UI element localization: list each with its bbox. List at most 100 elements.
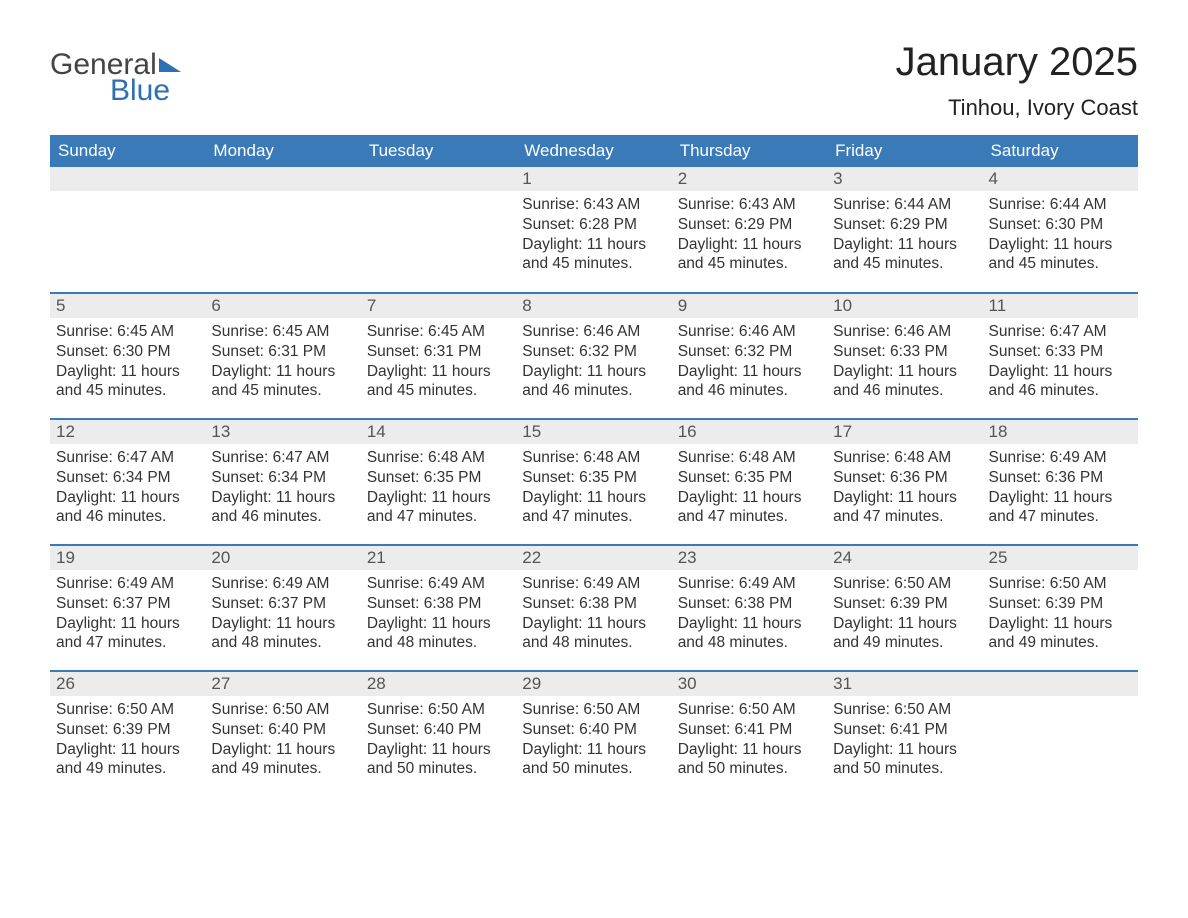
sunset-line: Sunset: 6:37 PM — [56, 594, 199, 614]
daylight-line: Daylight: 11 hours and 49 minutes. — [989, 614, 1132, 654]
daylight-line: Daylight: 11 hours and 47 minutes. — [989, 488, 1132, 528]
calendar-week: 1Sunrise: 6:43 AMSunset: 6:28 PMDaylight… — [50, 167, 1138, 293]
day-body: Sunrise: 6:50 AMSunset: 6:40 PMDaylight:… — [205, 696, 360, 789]
calendar-cell: 26Sunrise: 6:50 AMSunset: 6:39 PMDayligh… — [50, 671, 205, 797]
day-body: Sunrise: 6:50 AMSunset: 6:40 PMDaylight:… — [516, 696, 671, 789]
day-body: Sunrise: 6:49 AMSunset: 6:38 PMDaylight:… — [361, 570, 516, 663]
calendar-cell: 3Sunrise: 6:44 AMSunset: 6:29 PMDaylight… — [827, 167, 982, 293]
header: General Blue January 2025 Tinhou, Ivory … — [50, 40, 1138, 121]
sunrise-line: Sunrise: 6:49 AM — [367, 574, 510, 594]
calendar-cell: 20Sunrise: 6:49 AMSunset: 6:37 PMDayligh… — [205, 545, 360, 671]
weekday-header: Sunday — [50, 135, 205, 167]
day-body: Sunrise: 6:49 AMSunset: 6:36 PMDaylight:… — [983, 444, 1138, 537]
sunrise-line: Sunrise: 6:48 AM — [678, 448, 821, 468]
logo-flag-icon — [159, 58, 181, 72]
day-number: 28 — [361, 672, 516, 696]
calendar-cell: 8Sunrise: 6:46 AMSunset: 6:32 PMDaylight… — [516, 293, 671, 419]
sunrise-line: Sunrise: 6:49 AM — [56, 574, 199, 594]
day-number: 8 — [516, 294, 671, 318]
day-number: 3 — [827, 167, 982, 191]
logo: General Blue — [50, 40, 181, 106]
daylight-line: Daylight: 11 hours and 48 minutes. — [678, 614, 821, 654]
sunset-line: Sunset: 6:32 PM — [678, 342, 821, 362]
weekday-header: Monday — [205, 135, 360, 167]
day-number: 24 — [827, 546, 982, 570]
day-body: Sunrise: 6:46 AMSunset: 6:32 PMDaylight:… — [516, 318, 671, 411]
calendar-cell: 19Sunrise: 6:49 AMSunset: 6:37 PMDayligh… — [50, 545, 205, 671]
calendar-cell: 31Sunrise: 6:50 AMSunset: 6:41 PMDayligh… — [827, 671, 982, 797]
calendar-week: 12Sunrise: 6:47 AMSunset: 6:34 PMDayligh… — [50, 419, 1138, 545]
sunrise-line: Sunrise: 6:50 AM — [56, 700, 199, 720]
day-number: 18 — [983, 420, 1138, 444]
daylight-line: Daylight: 11 hours and 45 minutes. — [678, 235, 821, 275]
daylight-line: Daylight: 11 hours and 46 minutes. — [833, 362, 976, 402]
daylight-line: Daylight: 11 hours and 46 minutes. — [989, 362, 1132, 402]
sunrise-line: Sunrise: 6:47 AM — [211, 448, 354, 468]
sunset-line: Sunset: 6:40 PM — [367, 720, 510, 740]
day-number: 10 — [827, 294, 982, 318]
day-body — [50, 191, 205, 205]
calendar-cell: 18Sunrise: 6:49 AMSunset: 6:36 PMDayligh… — [983, 419, 1138, 545]
sunrise-line: Sunrise: 6:47 AM — [56, 448, 199, 468]
daylight-line: Daylight: 11 hours and 47 minutes. — [367, 488, 510, 528]
calendar-cell — [205, 167, 360, 293]
calendar-cell: 30Sunrise: 6:50 AMSunset: 6:41 PMDayligh… — [672, 671, 827, 797]
sunrise-line: Sunrise: 6:50 AM — [833, 574, 976, 594]
day-body: Sunrise: 6:45 AMSunset: 6:31 PMDaylight:… — [361, 318, 516, 411]
day-body: Sunrise: 6:44 AMSunset: 6:30 PMDaylight:… — [983, 191, 1138, 284]
day-body: Sunrise: 6:48 AMSunset: 6:35 PMDaylight:… — [361, 444, 516, 537]
daylight-line: Daylight: 11 hours and 47 minutes. — [833, 488, 976, 528]
sunset-line: Sunset: 6:37 PM — [211, 594, 354, 614]
sunset-line: Sunset: 6:39 PM — [56, 720, 199, 740]
calendar-cell: 17Sunrise: 6:48 AMSunset: 6:36 PMDayligh… — [827, 419, 982, 545]
calendar-cell: 23Sunrise: 6:49 AMSunset: 6:38 PMDayligh… — [672, 545, 827, 671]
day-number: 11 — [983, 294, 1138, 318]
weekday-header: Friday — [827, 135, 982, 167]
day-number: 20 — [205, 546, 360, 570]
calendar-cell: 16Sunrise: 6:48 AMSunset: 6:35 PMDayligh… — [672, 419, 827, 545]
sunrise-line: Sunrise: 6:50 AM — [989, 574, 1132, 594]
day-body: Sunrise: 6:46 AMSunset: 6:33 PMDaylight:… — [827, 318, 982, 411]
day-number: 22 — [516, 546, 671, 570]
calendar-cell: 2Sunrise: 6:43 AMSunset: 6:29 PMDaylight… — [672, 167, 827, 293]
calendar-cell: 4Sunrise: 6:44 AMSunset: 6:30 PMDaylight… — [983, 167, 1138, 293]
day-body: Sunrise: 6:50 AMSunset: 6:40 PMDaylight:… — [361, 696, 516, 789]
sunrise-line: Sunrise: 6:49 AM — [522, 574, 665, 594]
daylight-line: Daylight: 11 hours and 50 minutes. — [522, 740, 665, 780]
sunset-line: Sunset: 6:30 PM — [56, 342, 199, 362]
sunset-line: Sunset: 6:39 PM — [833, 594, 976, 614]
sunset-line: Sunset: 6:29 PM — [678, 215, 821, 235]
day-number: 23 — [672, 546, 827, 570]
day-number: 16 — [672, 420, 827, 444]
daylight-line: Daylight: 11 hours and 46 minutes. — [522, 362, 665, 402]
calendar-cell: 14Sunrise: 6:48 AMSunset: 6:35 PMDayligh… — [361, 419, 516, 545]
day-body — [361, 191, 516, 205]
sunset-line: Sunset: 6:31 PM — [367, 342, 510, 362]
daylight-line: Daylight: 11 hours and 49 minutes. — [211, 740, 354, 780]
day-number: 27 — [205, 672, 360, 696]
sunrise-line: Sunrise: 6:46 AM — [678, 322, 821, 342]
sunrise-line: Sunrise: 6:46 AM — [522, 322, 665, 342]
daylight-line: Daylight: 11 hours and 48 minutes. — [522, 614, 665, 654]
sunset-line: Sunset: 6:34 PM — [211, 468, 354, 488]
sunset-line: Sunset: 6:36 PM — [989, 468, 1132, 488]
calendar-cell: 10Sunrise: 6:46 AMSunset: 6:33 PMDayligh… — [827, 293, 982, 419]
day-number: 7 — [361, 294, 516, 318]
calendar-cell: 12Sunrise: 6:47 AMSunset: 6:34 PMDayligh… — [50, 419, 205, 545]
sunset-line: Sunset: 6:33 PM — [989, 342, 1132, 362]
sunset-line: Sunset: 6:35 PM — [522, 468, 665, 488]
day-number: 1 — [516, 167, 671, 191]
sunset-line: Sunset: 6:40 PM — [211, 720, 354, 740]
day-body: Sunrise: 6:50 AMSunset: 6:39 PMDaylight:… — [983, 570, 1138, 663]
sunrise-line: Sunrise: 6:45 AM — [211, 322, 354, 342]
day-number: 14 — [361, 420, 516, 444]
sunset-line: Sunset: 6:33 PM — [833, 342, 976, 362]
sunrise-line: Sunrise: 6:48 AM — [367, 448, 510, 468]
day-body: Sunrise: 6:48 AMSunset: 6:35 PMDaylight:… — [672, 444, 827, 537]
day-number — [205, 167, 360, 191]
calendar-head: SundayMondayTuesdayWednesdayThursdayFrid… — [50, 135, 1138, 167]
calendar-cell: 27Sunrise: 6:50 AMSunset: 6:40 PMDayligh… — [205, 671, 360, 797]
sunset-line: Sunset: 6:34 PM — [56, 468, 199, 488]
day-body: Sunrise: 6:45 AMSunset: 6:31 PMDaylight:… — [205, 318, 360, 411]
daylight-line: Daylight: 11 hours and 48 minutes. — [367, 614, 510, 654]
